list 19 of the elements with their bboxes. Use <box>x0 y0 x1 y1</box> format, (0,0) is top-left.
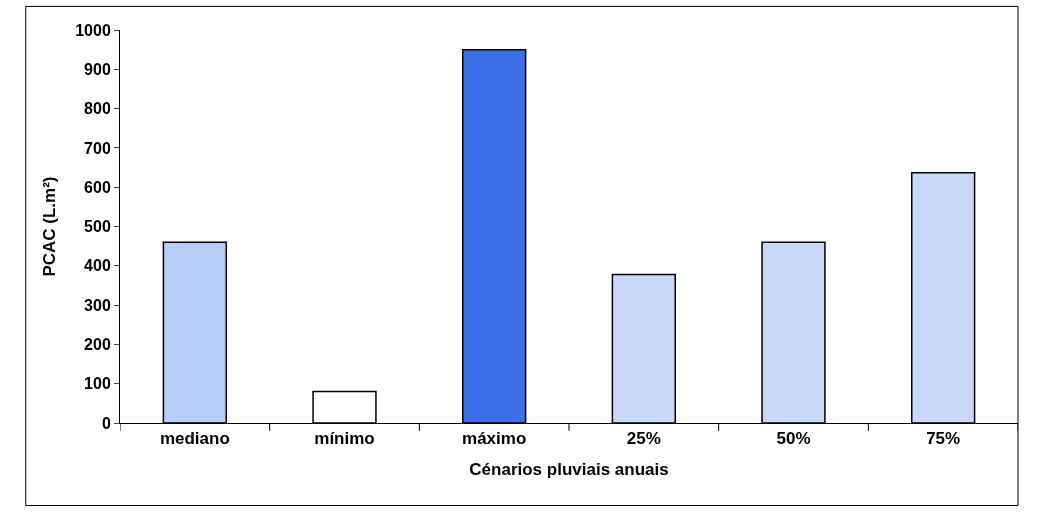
x-tick-label: mínimo <box>314 429 375 449</box>
x-axis-title: Cénarios pluviais anuais <box>469 459 669 479</box>
y-axis-title: PCAC (L.m²) <box>39 176 59 277</box>
x-tick-label: máximo <box>462 429 527 449</box>
y-tick-label: 100 <box>84 375 111 393</box>
x-tick-label: 75% <box>926 429 961 449</box>
y-tick-label: 600 <box>84 178 111 196</box>
y-tick-label: 800 <box>84 100 111 118</box>
y-tick-label: 300 <box>84 296 111 314</box>
x-tick-label: mediano <box>159 429 230 449</box>
y-tick-label: 1000 <box>75 21 111 39</box>
y-tick-label: 400 <box>84 257 111 275</box>
y-tick-label: 700 <box>84 139 111 157</box>
y-tick-label: 0 <box>101 414 111 432</box>
x-tick-label: 25% <box>626 429 661 449</box>
y-tick-label: 900 <box>84 60 111 78</box>
x-tick-label: 50% <box>776 429 811 449</box>
y-tick-label: 200 <box>84 336 111 353</box>
y-tick-label: 500 <box>84 218 111 236</box>
